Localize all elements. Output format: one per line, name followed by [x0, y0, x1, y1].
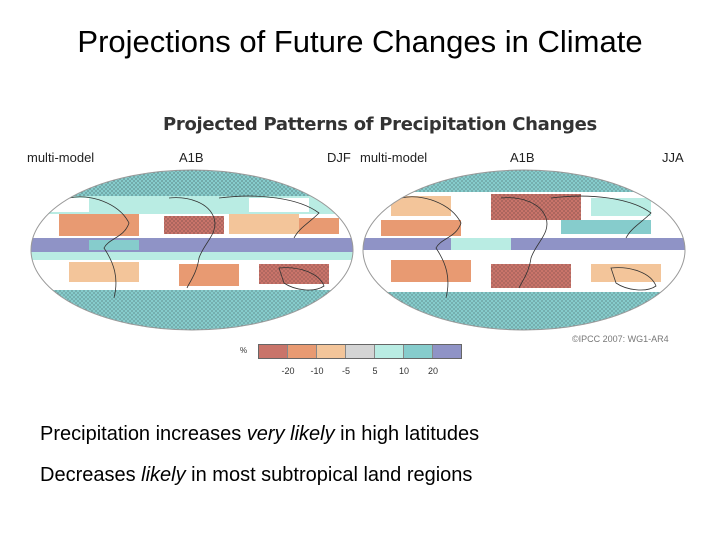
legend-swatch — [433, 345, 461, 358]
left-map-djf — [30, 169, 354, 331]
left-season-label: DJF — [327, 150, 351, 165]
bullet-text-em: very likely — [246, 423, 335, 445]
ipcc-credit: ©IPCC 2007: WG1-AR4 — [572, 334, 669, 344]
left-model-label: multi-model — [27, 150, 95, 165]
slide-title: Projections of Future Changes in Climate — [77, 24, 643, 59]
subtropic-decrease-patch — [59, 214, 139, 236]
equatorial-increase-band — [31, 238, 353, 252]
legend-colorbar — [258, 344, 462, 359]
legend-swatch — [404, 345, 433, 358]
bullet-text-post: in high latitudes — [334, 423, 480, 445]
legend-tick-label: 10 — [398, 366, 410, 376]
legend-tick-label: -5 — [341, 366, 351, 376]
right-scenario-label: A1B — [510, 150, 535, 165]
left-scenario-label: A1B — [179, 150, 204, 165]
legend-swatch — [375, 345, 404, 358]
legend-tick-label: -20 — [281, 366, 295, 376]
legend-swatch — [259, 345, 288, 358]
legend-swatch — [317, 345, 346, 358]
bullet-text-post: in most subtropical land regions — [185, 464, 473, 486]
legend-swatch — [288, 345, 317, 358]
legend-unit: % — [240, 346, 248, 355]
bullet-text-pre: Decreases — [40, 464, 142, 486]
bullet-text-em: likely — [141, 464, 186, 486]
bullet-high-latitudes: Precipitation increases very likely in h… — [40, 423, 479, 446]
right-season-label: JJA — [662, 150, 684, 165]
right-model-label: multi-model — [360, 150, 428, 165]
legend-tick-label: 5 — [372, 366, 378, 376]
legend-tick-label: -10 — [310, 366, 324, 376]
bullet-text-pre: Precipitation increases — [40, 423, 247, 445]
right-map-jja — [362, 169, 686, 331]
figure-title: Projected Patterns of Precipitation Chan… — [163, 114, 597, 135]
bullet-subtropical: Decreases likely in most subtropical lan… — [40, 464, 472, 487]
precipitation-figure: Projected Patterns of Precipitation Chan… — [25, 108, 695, 388]
legend-swatch — [346, 345, 375, 358]
legend-tick-label: 20 — [427, 366, 439, 376]
